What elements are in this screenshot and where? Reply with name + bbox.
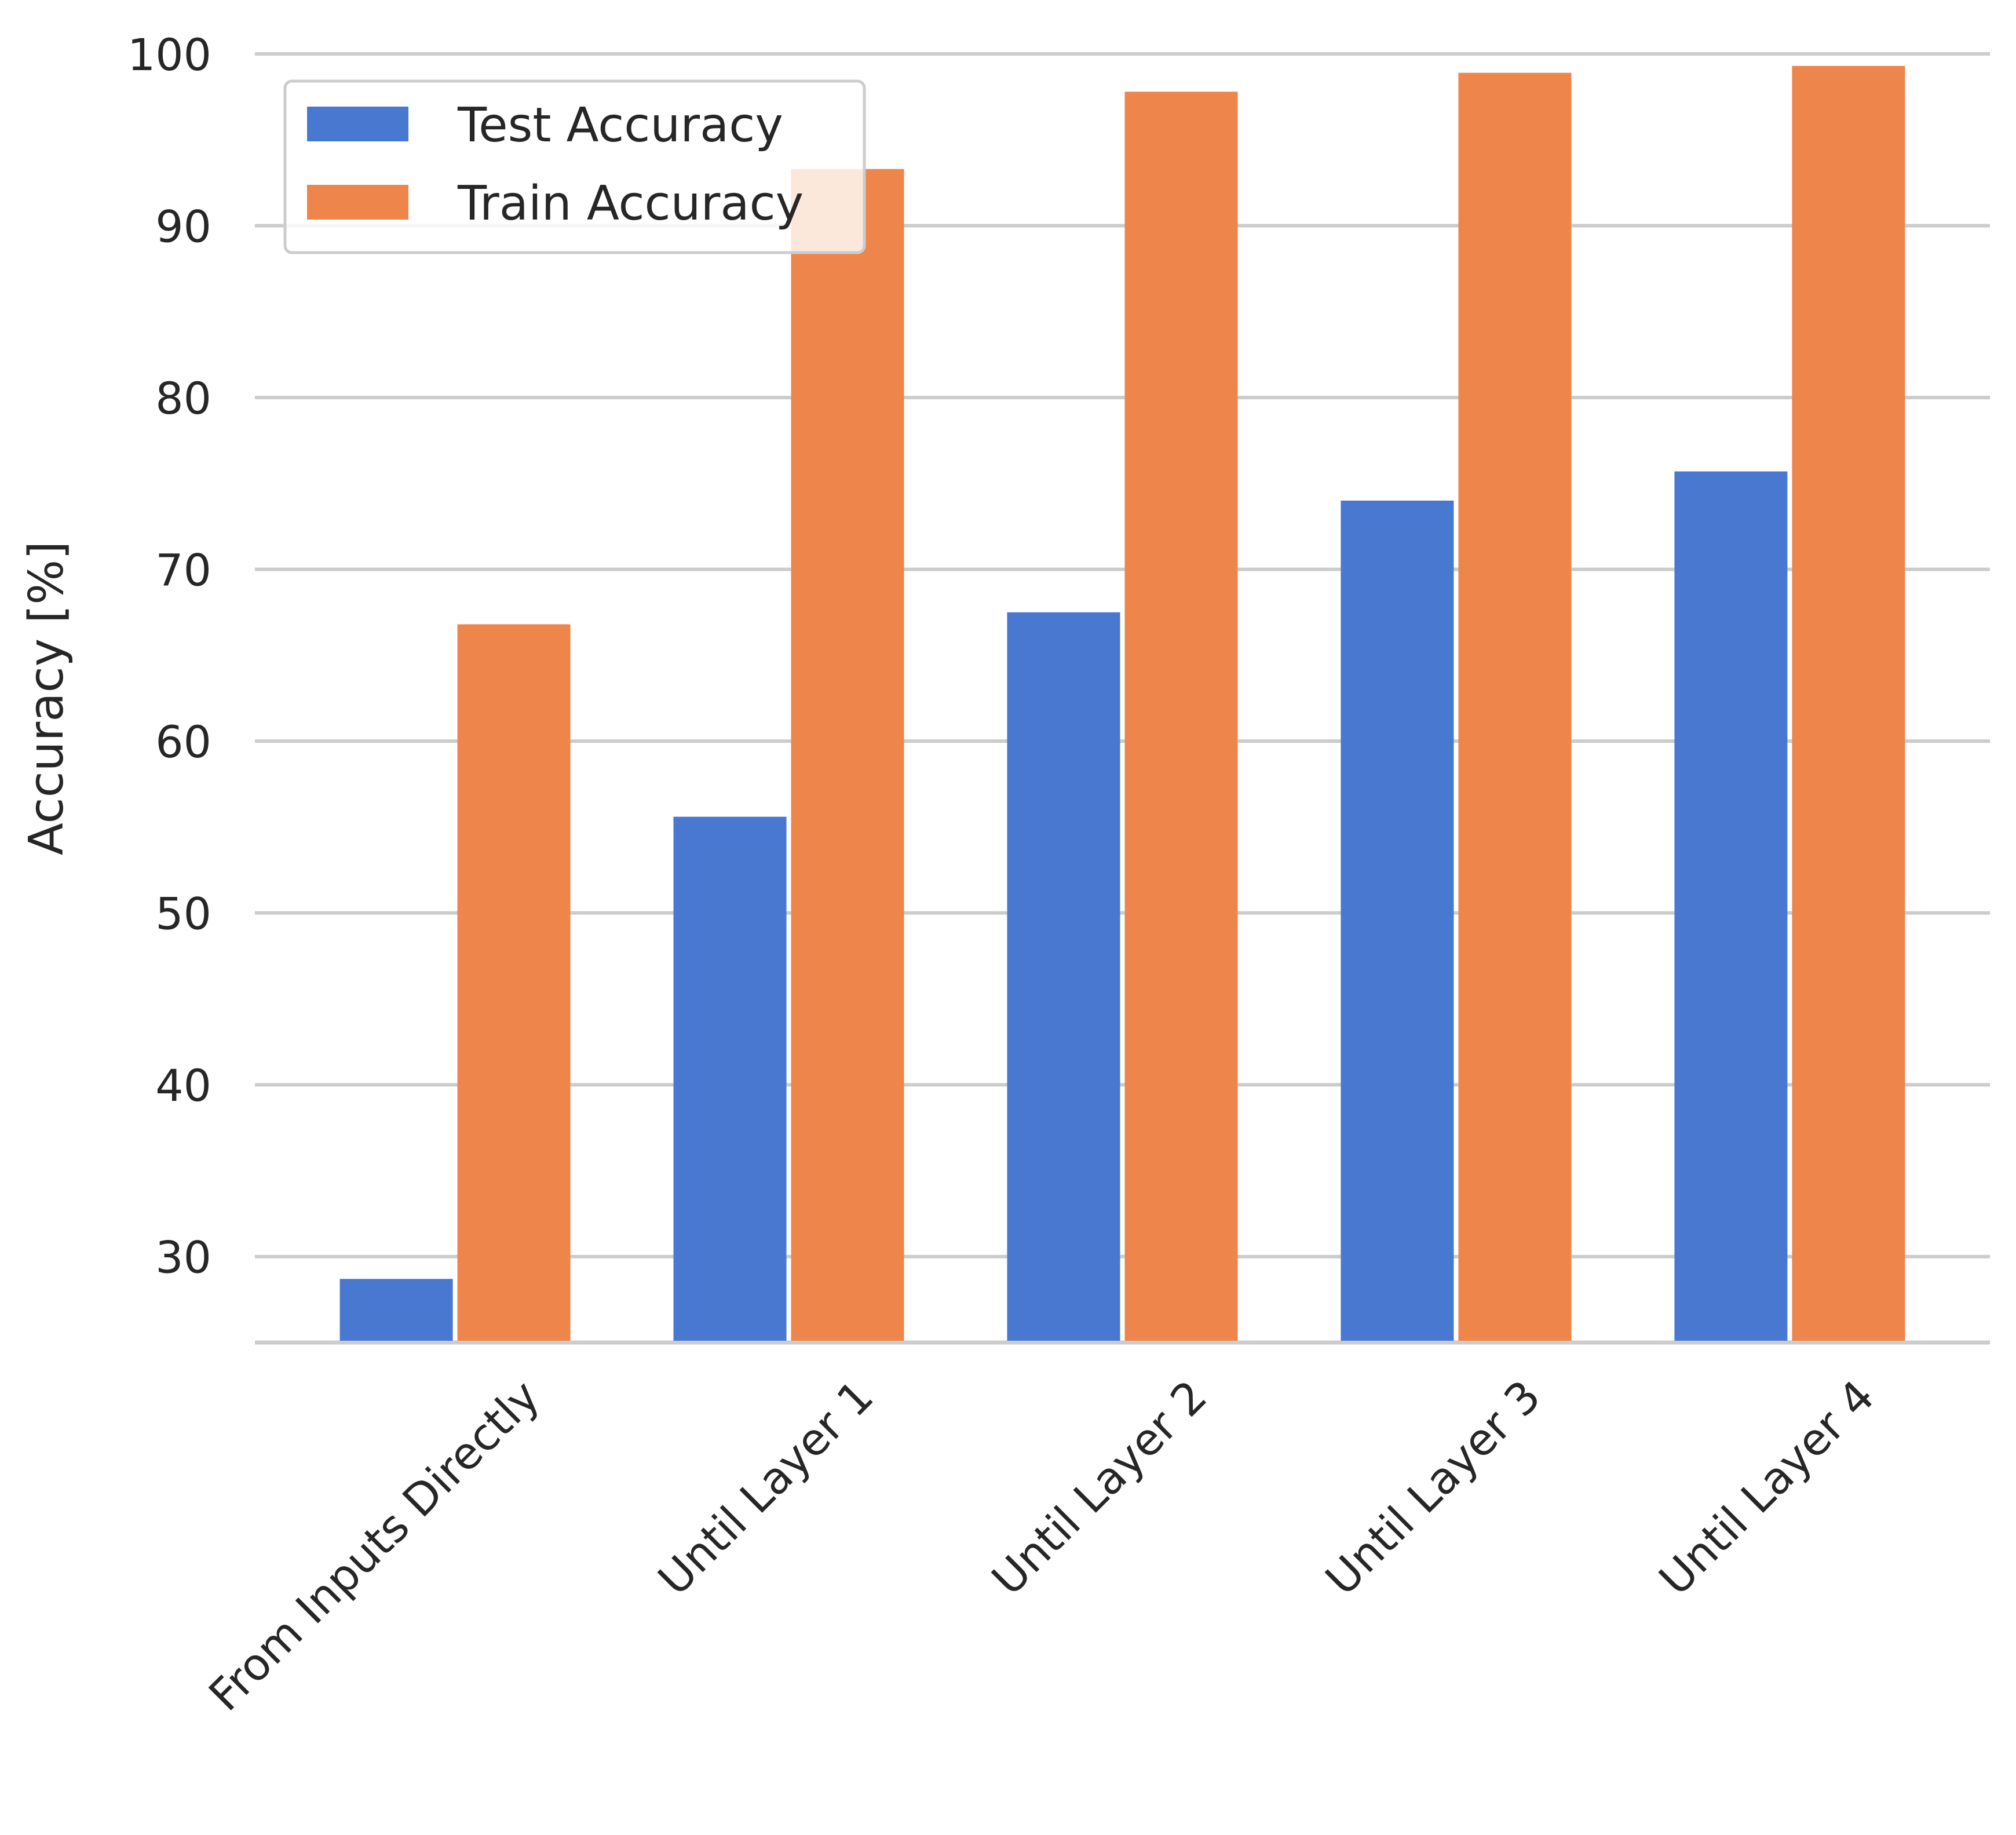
bars (339, 65, 1905, 1341)
legend-box (283, 79, 866, 254)
x-tick-label: Until Layer 4 (1649, 1370, 1884, 1605)
y-tick-label: 60 (155, 716, 211, 768)
bar-train-accuracy (791, 169, 904, 1341)
y-axis-label: Accuracy [%] (19, 541, 74, 855)
bar-test-accuracy (1674, 471, 1788, 1341)
legend-swatch (307, 185, 408, 220)
x-tick-label: Until Layer 3 (1316, 1370, 1550, 1605)
bar-test-accuracy (339, 1279, 453, 1341)
y-tick-labels: 30 40 50 60 70 80 90 100 (127, 29, 211, 1283)
x-tick-label: Until Layer 1 (648, 1370, 883, 1605)
x-tick-label: Until Layer 2 (982, 1370, 1217, 1605)
legend: Test Accuracy Train Accuracy (283, 79, 866, 254)
y-tick-label: 30 (155, 1232, 211, 1283)
bar-test-accuracy (673, 816, 787, 1341)
legend-swatch (307, 107, 408, 141)
y-tick-label: 50 (155, 888, 211, 940)
bar-train-accuracy (457, 624, 571, 1341)
legend-label: Train Accuracy (457, 176, 804, 231)
y-tick-label: 80 (155, 373, 211, 424)
legend-label: Test Accuracy (457, 98, 783, 153)
y-tick-label: 100 (127, 29, 211, 81)
bar-train-accuracy (1792, 65, 1905, 1341)
bar-test-accuracy (1341, 500, 1454, 1341)
y-tick-label: 70 (155, 545, 211, 596)
x-tick-label: From Inputs Directly (199, 1370, 549, 1721)
y-tick-label: 40 (155, 1060, 211, 1111)
x-tick-labels: From Inputs Directly Until Layer 1 Until L… (199, 1370, 1884, 1721)
y-tick-label: 90 (155, 201, 211, 253)
bar-train-accuracy (1124, 92, 1238, 1341)
bar-test-accuracy (1007, 612, 1120, 1341)
bar-train-accuracy (1458, 72, 1572, 1341)
